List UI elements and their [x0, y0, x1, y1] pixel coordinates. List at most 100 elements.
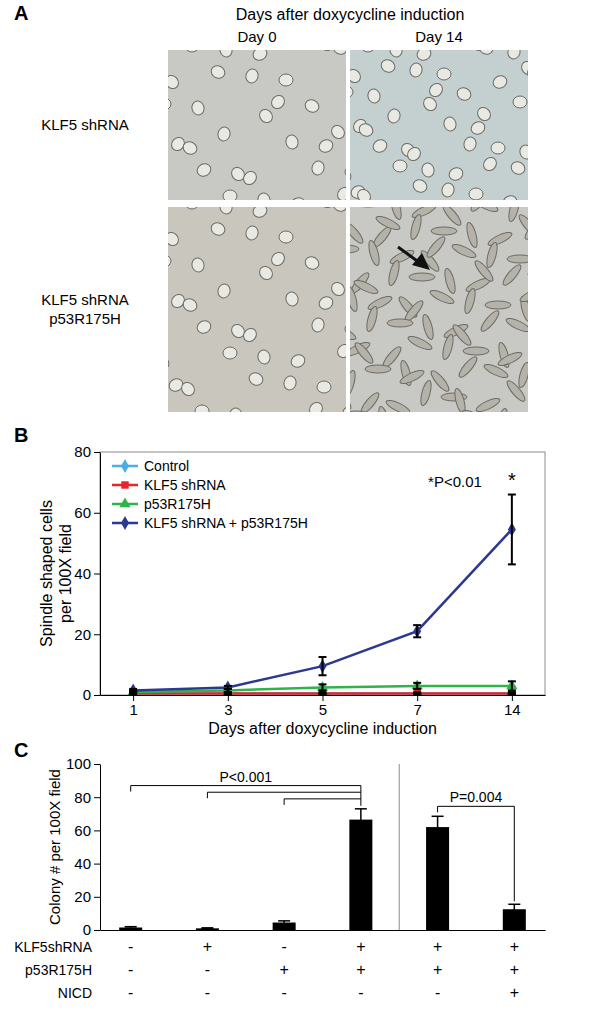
- error-bar: [319, 684, 327, 690]
- condition-sign: +: [510, 938, 519, 955]
- cell: [501, 262, 524, 287]
- cell: [441, 333, 455, 360]
- cell: [497, 350, 524, 368]
- error-bar-cap: [413, 693, 421, 695]
- cell: [519, 59, 528, 77]
- cell: [483, 362, 510, 380]
- cell: [350, 220, 365, 245]
- bar: [196, 928, 219, 930]
- arrow-head: [412, 253, 430, 270]
- cell: [421, 95, 439, 113]
- comparison-bracket: [438, 806, 515, 901]
- y-axis-title: Colony # per 100X field: [46, 769, 63, 925]
- cell: [408, 62, 423, 79]
- tick: 20: [74, 888, 100, 905]
- error-bar: [224, 686, 232, 689]
- cell: [509, 160, 527, 177]
- error-bar-cap: [224, 693, 232, 695]
- error-bar-cap: [129, 692, 137, 694]
- cell: [447, 166, 465, 183]
- cell: [455, 86, 473, 103]
- error-bar: [432, 816, 444, 838]
- legend-label: KLF5 shRNA + p53R175H: [144, 515, 308, 531]
- condition-sign: +: [203, 938, 212, 955]
- cell: [491, 74, 509, 91]
- figure: ABCDays after doxycycline inductionDay 0…: [0, 0, 600, 1020]
- cell: [209, 64, 227, 81]
- bar: [119, 928, 142, 930]
- cell: [195, 319, 213, 336]
- tick-mark: [94, 864, 100, 865]
- tick-label: 60: [74, 822, 91, 839]
- cell: [284, 291, 299, 308]
- error-bar: [413, 625, 421, 637]
- cell: [350, 86, 353, 98]
- marker: [224, 681, 232, 695]
- error-bar: [319, 693, 327, 695]
- cell: [345, 166, 346, 178]
- marker: [413, 690, 420, 695]
- cell: [415, 50, 433, 62]
- error-bar-cap: [508, 904, 520, 906]
- error-bar-cap: [224, 685, 232, 687]
- cell: [367, 239, 381, 266]
- tick: 5: [319, 695, 327, 718]
- bar: [426, 827, 449, 930]
- cell: [501, 194, 519, 200]
- cell: [223, 190, 237, 200]
- legend-marker: [121, 516, 129, 530]
- tick-mark: [94, 797, 100, 798]
- divider: [399, 764, 400, 930]
- condition-sign: -: [281, 984, 286, 1001]
- error-bar-cap: [508, 494, 516, 496]
- marker: [412, 679, 423, 689]
- tick-label: 20: [74, 626, 91, 643]
- error-bar-cap: [508, 689, 516, 691]
- condition-sign: -: [205, 984, 210, 1001]
- error-bar-cap: [413, 688, 421, 690]
- comparison-label: P<0.001: [219, 769, 272, 785]
- cell: [485, 301, 511, 309]
- condition-label: p53R175H: [25, 962, 92, 978]
- tick-mark: [94, 930, 100, 931]
- cell: [195, 405, 209, 412]
- error-bar-cap: [125, 926, 137, 928]
- cell: [487, 230, 514, 248]
- cell: [223, 347, 237, 359]
- cell: [355, 187, 373, 200]
- cell: [303, 98, 321, 115]
- error-bar-cap: [129, 693, 137, 695]
- y-axis-title: Spindle shaped cells: [38, 500, 55, 647]
- micrograph: [350, 207, 528, 412]
- condition-sign: +: [356, 961, 365, 978]
- cell: [451, 322, 474, 347]
- cell: [420, 162, 435, 179]
- error-bar: [224, 689, 232, 692]
- cell: [505, 316, 528, 334]
- legend-entry: KLF5 shRNA + p53R175H: [112, 515, 308, 531]
- bracket-arm: [207, 792, 360, 793]
- error-bar-cap: [413, 692, 421, 694]
- micrograph-background: [350, 50, 528, 200]
- error-bar-cap: [129, 693, 137, 695]
- cell: [350, 168, 353, 185]
- cell: [411, 207, 438, 220]
- panel-title: Days after doxycycline induction: [236, 6, 465, 23]
- error-bar-cap: [129, 691, 137, 693]
- cell: [345, 80, 346, 97]
- marker: [222, 684, 233, 694]
- plot-frame: [100, 452, 545, 695]
- error-bar-cap: [278, 923, 290, 925]
- marker: [319, 690, 326, 695]
- error-bar-cap: [508, 563, 516, 565]
- cell: [269, 250, 287, 268]
- error-bar: [224, 693, 232, 695]
- tick-mark: [94, 695, 100, 696]
- error-bar-cap: [319, 656, 327, 658]
- cell: [375, 214, 402, 232]
- tick-label: 0: [83, 921, 91, 938]
- cell: [440, 182, 455, 199]
- cell: [350, 67, 363, 85]
- condition-label: NICD: [58, 985, 92, 1001]
- cell: [407, 334, 434, 352]
